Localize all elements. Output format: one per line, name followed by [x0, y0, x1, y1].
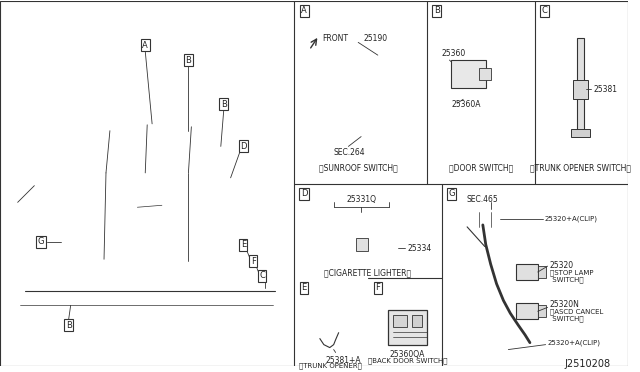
- Bar: [388, 310, 427, 344]
- Circle shape: [332, 238, 346, 251]
- Bar: [451, 60, 486, 87]
- Polygon shape: [467, 212, 500, 227]
- Text: 〈STOP LAMP: 〈STOP LAMP: [550, 269, 593, 276]
- Circle shape: [373, 235, 392, 254]
- Text: 〈BACK DOOR SWITCH〉: 〈BACK DOOR SWITCH〉: [367, 357, 447, 364]
- Text: 25360QA: 25360QA: [390, 350, 425, 359]
- Text: 25331Q: 25331Q: [346, 195, 376, 205]
- Bar: [538, 305, 546, 317]
- Text: G: G: [448, 189, 454, 198]
- Text: E: E: [241, 240, 246, 249]
- Text: F: F: [376, 283, 380, 292]
- Polygon shape: [348, 92, 360, 122]
- Circle shape: [195, 244, 253, 304]
- Circle shape: [64, 264, 83, 284]
- Text: 〈TRUNK OPENER〉: 〈TRUNK OPENER〉: [300, 362, 362, 369]
- Circle shape: [508, 307, 517, 316]
- Polygon shape: [365, 92, 377, 123]
- Text: 25334: 25334: [407, 244, 431, 253]
- Circle shape: [325, 231, 352, 258]
- Text: B: B: [66, 321, 72, 330]
- Polygon shape: [381, 93, 394, 124]
- Bar: [412, 315, 422, 327]
- Text: SWITCH〉: SWITCH〉: [550, 315, 583, 322]
- Text: 〈TRUNK OPENER SWITCH〉: 〈TRUNK OPENER SWITCH〉: [531, 163, 632, 172]
- Circle shape: [378, 240, 388, 250]
- Circle shape: [575, 30, 586, 41]
- Polygon shape: [67, 150, 79, 164]
- Circle shape: [497, 216, 504, 222]
- Circle shape: [317, 223, 360, 266]
- Circle shape: [44, 244, 103, 304]
- Circle shape: [335, 326, 344, 334]
- Bar: [571, 129, 590, 137]
- Text: FRONT: FRONT: [322, 33, 348, 42]
- Polygon shape: [106, 125, 191, 173]
- Circle shape: [367, 229, 399, 260]
- Text: 25320+A(CLIP): 25320+A(CLIP): [548, 339, 600, 346]
- Text: 25360: 25360: [442, 49, 466, 58]
- Polygon shape: [70, 131, 110, 173]
- Text: 25381+A: 25381+A: [326, 356, 362, 365]
- Text: A: A: [142, 41, 148, 50]
- Circle shape: [476, 97, 481, 102]
- Text: SEC.465: SEC.465: [466, 195, 498, 205]
- Text: B: B: [186, 55, 191, 65]
- Bar: [538, 266, 546, 278]
- Text: 25320+A(CLIP): 25320+A(CLIP): [545, 216, 598, 222]
- Bar: [356, 238, 368, 251]
- Text: 25320N: 25320N: [550, 301, 579, 310]
- Text: F: F: [251, 257, 255, 266]
- Text: 〈CIGARETTE LIGHTER〉: 〈CIGARETTE LIGHTER〉: [324, 268, 412, 277]
- Text: E: E: [301, 283, 307, 292]
- Text: SWITCH〉: SWITCH〉: [550, 276, 583, 283]
- Circle shape: [506, 347, 511, 353]
- Circle shape: [458, 64, 478, 84]
- Text: 〈ASCD CANCEL: 〈ASCD CANCEL: [550, 308, 603, 315]
- Bar: [516, 264, 538, 280]
- Polygon shape: [332, 90, 344, 121]
- Circle shape: [312, 320, 326, 334]
- Polygon shape: [12, 124, 280, 291]
- Text: C: C: [541, 6, 548, 16]
- Text: 25381: 25381: [594, 85, 618, 94]
- Bar: [577, 38, 584, 132]
- Circle shape: [214, 264, 234, 284]
- Polygon shape: [206, 127, 236, 173]
- Bar: [479, 68, 491, 80]
- Text: 25360A: 25360A: [451, 100, 481, 109]
- Text: D: D: [301, 189, 307, 198]
- Text: G: G: [38, 237, 44, 246]
- Bar: [573, 80, 588, 99]
- Text: D: D: [240, 142, 246, 151]
- Circle shape: [307, 315, 331, 339]
- Polygon shape: [273, 217, 280, 244]
- Text: 25320: 25320: [550, 261, 573, 270]
- Circle shape: [463, 69, 473, 79]
- Circle shape: [473, 94, 483, 104]
- Polygon shape: [567, 137, 593, 144]
- Text: 〈SUNROOF SWITCH〉: 〈SUNROOF SWITCH〉: [319, 163, 397, 172]
- Polygon shape: [12, 215, 35, 237]
- Text: 〈DOOR SWITCH〉: 〈DOOR SWITCH〉: [449, 163, 513, 172]
- Bar: [516, 304, 538, 319]
- Polygon shape: [320, 76, 396, 135]
- Text: B: B: [221, 100, 227, 109]
- Text: J2510208: J2510208: [564, 359, 611, 369]
- Polygon shape: [312, 65, 407, 147]
- Circle shape: [508, 267, 517, 277]
- Text: 25190: 25190: [363, 34, 387, 43]
- Text: A: A: [301, 6, 307, 16]
- Circle shape: [52, 252, 95, 296]
- Bar: [392, 315, 407, 327]
- Polygon shape: [508, 335, 548, 358]
- Circle shape: [202, 252, 245, 296]
- Text: SEC.264: SEC.264: [333, 148, 365, 157]
- Text: B: B: [434, 6, 440, 16]
- Text: C: C: [259, 272, 265, 280]
